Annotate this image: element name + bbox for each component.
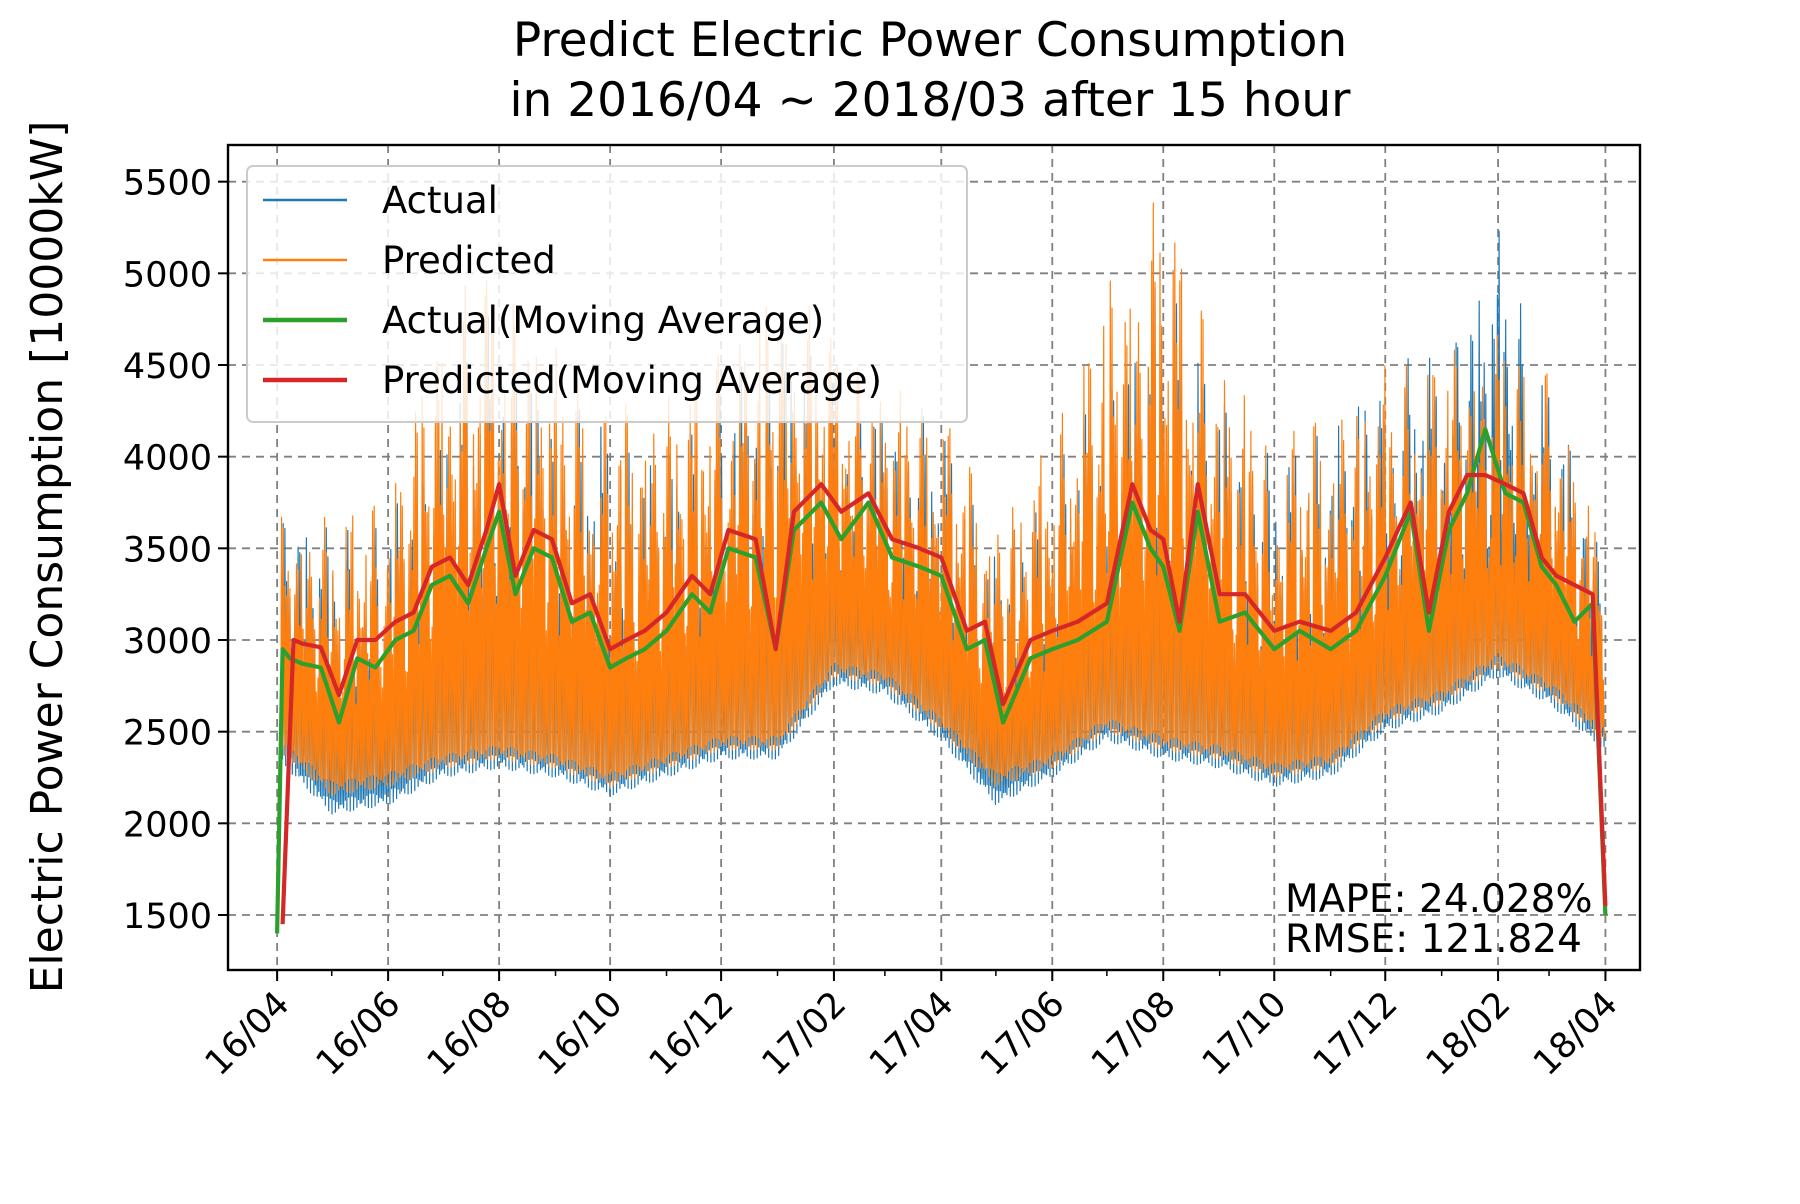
y-tick-label: 2000	[123, 805, 212, 845]
y-axis: 1500 2000 2500 3000 3500 4000 4500 5000 5500	[123, 164, 228, 937]
x-tick-label: 17/06	[973, 984, 1073, 1084]
x-tick-label: 18/04	[1526, 984, 1626, 1084]
y-tick-label: 3500	[123, 530, 212, 570]
x-tick-label: 18/02	[1419, 984, 1519, 1084]
series-predicted-moving-average-line	[280, 472, 1608, 925]
x-tick-label: 16/12	[642, 984, 742, 1084]
x-tick-label: 17/02	[755, 984, 855, 1084]
x-tick-label: 16/10	[531, 984, 631, 1084]
x-tick-label: 17/04	[862, 984, 962, 1084]
legend-label: Predicted(Moving Average)	[382, 359, 882, 402]
metrics-annotation: MAPE: 24.028% RMSE: 121.824	[1285, 877, 1593, 962]
x-tick-label: 17/10	[1195, 984, 1295, 1084]
rmse-annotation: RMSE: 121.824	[1285, 917, 1582, 962]
chart-title-line-2: in 2016/04 ~ 2018/03 after 15 hour	[509, 73, 1351, 128]
legend-label: Predicted	[382, 239, 556, 282]
legend-label: Actual	[382, 179, 498, 222]
x-axis: 16/04 16/06 16/08 16/10 16/12 17/02 17/04 17/06…	[198, 970, 1626, 1084]
mape-annotation: MAPE: 24.028%	[1285, 877, 1593, 922]
legend-frame	[246, 165, 968, 423]
x-tick-label: 17/08	[1084, 984, 1184, 1084]
x-tick-label: 16/04	[198, 984, 298, 1084]
y-axis-label: Electric Power Consumption [10000kW]	[22, 121, 73, 994]
chart-title: Predict Electric Power Consumption in 20…	[509, 13, 1351, 128]
series-predicted-band	[280, 202, 1605, 797]
chart-title-line-1: Predict Electric Power Consumption	[513, 13, 1347, 68]
y-tick-label: 1500	[123, 897, 212, 937]
x-tick-label: 16/08	[420, 984, 520, 1084]
band-layer	[280, 202, 1605, 815]
legend: Actual Predicted Actual(Moving Average) Pre…	[246, 165, 968, 423]
y-tick-label: 3000	[123, 622, 212, 662]
x-tick-label: 17/12	[1306, 984, 1406, 1084]
y-tick-label: 5000	[123, 255, 212, 295]
y-tick-label: 5500	[123, 164, 212, 204]
plot-frame	[226, 143, 1642, 972]
legend-label: Actual(Moving Average)	[382, 299, 824, 342]
y-tick-label: 2500	[123, 714, 212, 754]
y-tick-label: 4000	[123, 439, 212, 479]
x-tick-label: 16/06	[309, 984, 409, 1084]
line-layer	[275, 427, 1608, 934]
y-tick-label: 4500	[123, 347, 212, 387]
